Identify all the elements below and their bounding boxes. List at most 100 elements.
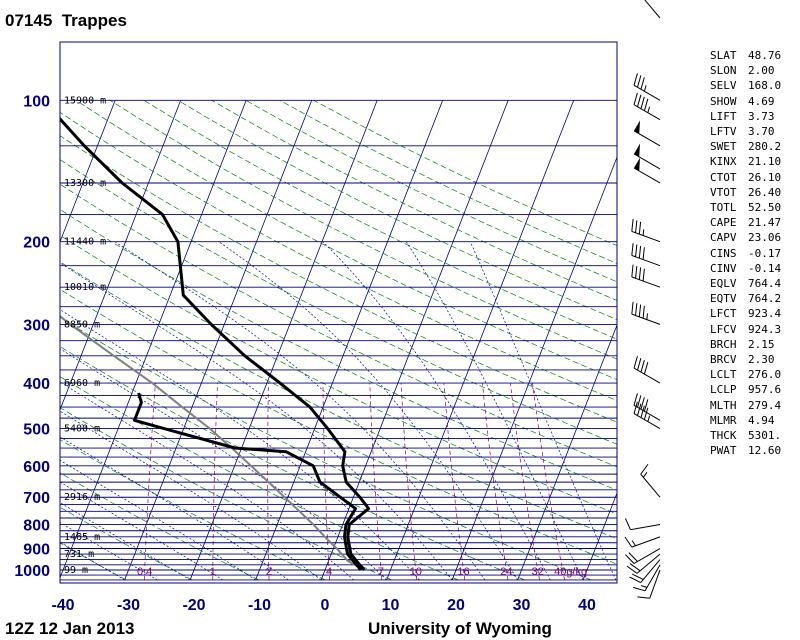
index-row: EQTV 764.2 bbox=[710, 291, 796, 306]
index-value: 168.0 bbox=[748, 79, 782, 93]
isotherm-line bbox=[189, 100, 378, 581]
moist-adiabat-line bbox=[60, 502, 191, 581]
index-value: 2.15 bbox=[748, 337, 775, 351]
index-key: MLTH bbox=[710, 398, 737, 412]
moist-adiabat-line bbox=[218, 241, 518, 581]
dry-adiabat-line bbox=[60, 407, 392, 581]
index-key: CTOT bbox=[710, 170, 737, 184]
index-key: LCLT bbox=[710, 368, 737, 382]
index-row: LFCV 924.3 bbox=[710, 322, 796, 337]
height-label: 15900 m bbox=[64, 95, 106, 106]
wind-barb bbox=[624, 518, 661, 531]
dry-adiabat-line bbox=[60, 261, 617, 540]
index-row: SHOW 4.69 bbox=[710, 94, 796, 109]
pressure-tick-label: 800 bbox=[23, 517, 50, 534]
index-key: KINX bbox=[710, 155, 737, 169]
mixing-ratio-label: 16 bbox=[457, 566, 469, 578]
index-value: 52.50 bbox=[748, 201, 782, 215]
isotherm-line bbox=[0, 100, 50, 580]
dry-adiabat-line bbox=[60, 135, 617, 423]
index-row: THCK 5301. bbox=[710, 428, 796, 443]
index-value: 4.94 bbox=[748, 413, 775, 427]
index-row: BRCV 2.30 bbox=[710, 352, 796, 367]
mixing-ratio-line bbox=[443, 383, 466, 581]
height-label: 731 m bbox=[64, 549, 94, 560]
isotherm-line bbox=[451, 156, 617, 581]
index-key: LFTV bbox=[710, 125, 737, 139]
temperature-tick-label: 10 bbox=[382, 597, 400, 614]
mixing-ratio-line bbox=[400, 383, 418, 581]
temperature-tick-label: -30 bbox=[117, 597, 140, 614]
moist-adiabat-line bbox=[322, 241, 551, 581]
dry-adiabat-line bbox=[143, 100, 617, 340]
index-value: -0.14 bbox=[748, 261, 782, 275]
isotherm-line bbox=[320, 100, 509, 581]
index-value: 764.2 bbox=[748, 292, 782, 306]
moist-adiabat-line bbox=[60, 410, 322, 581]
index-value: 280.2 bbox=[748, 140, 782, 154]
isotherm-line bbox=[60, 100, 116, 243]
index-row: MLTH 279.4 bbox=[710, 398, 796, 413]
index-key: LCLP bbox=[710, 383, 737, 397]
mixing-ratio-line bbox=[267, 383, 270, 580]
temperature-tick-label: -10 bbox=[248, 597, 271, 614]
wind-barb bbox=[633, 401, 661, 430]
mixing-ratio-line bbox=[212, 383, 218, 581]
height-label: 2916 m bbox=[64, 492, 100, 503]
mixing-ratio-line bbox=[481, 383, 509, 581]
index-value: 276.0 bbox=[748, 368, 782, 382]
index-value: 4.69 bbox=[748, 94, 775, 108]
mixing-ratio-label: 1 bbox=[210, 566, 216, 578]
index-key: CAPE bbox=[710, 216, 737, 230]
index-row: SELV 168.0 bbox=[710, 78, 796, 93]
index-row: SLAT 48.76 bbox=[710, 48, 796, 63]
index-value: 764.4 bbox=[748, 277, 782, 291]
dry-adiabat-line bbox=[60, 183, 617, 468]
height-label: 6960 m bbox=[64, 378, 100, 389]
height-label: 10010 m bbox=[64, 282, 106, 293]
dry-adiabat-line bbox=[60, 111, 617, 401]
isotherm-line bbox=[60, 100, 182, 411]
temperature-tick-label: 0 bbox=[321, 597, 330, 614]
index-value: 23.06 bbox=[748, 231, 782, 245]
mixing-ratio-line bbox=[369, 383, 383, 581]
mixing-ratio-line bbox=[510, 383, 540, 581]
dry-adiabat-line bbox=[60, 234, 617, 515]
temperature-tick-label: -20 bbox=[182, 597, 205, 614]
index-row: TOTL 52.50 bbox=[710, 200, 796, 215]
wind-barb bbox=[637, 569, 661, 599]
index-row: LFCT 923.4 bbox=[710, 306, 796, 321]
index-row: CINV -0.14 bbox=[710, 261, 796, 276]
dry-adiabat-line bbox=[177, 99, 617, 321]
index-value: 48.76 bbox=[748, 49, 782, 62]
index-key: EQLV bbox=[710, 277, 737, 291]
pressure-tick-label: 400 bbox=[23, 376, 50, 393]
stability-indices-panel: SLAT 48.76 SLON 2.00 SELV 168.0 SHOW 4.69 LIFT 3.… bbox=[710, 48, 796, 458]
dry-adiabat-line bbox=[211, 99, 617, 301]
dry-adiabat-line bbox=[60, 439, 326, 581]
temperature-tick-label: 20 bbox=[447, 597, 465, 614]
wind-barb bbox=[633, 120, 661, 147]
pressure-tick-label: 700 bbox=[23, 490, 50, 507]
mixing-ratio-line bbox=[532, 383, 565, 581]
index-value: -0.17 bbox=[748, 246, 782, 260]
index-key: BRCV bbox=[710, 353, 737, 367]
dry-adiabat-line bbox=[75, 100, 617, 381]
index-value: 26.40 bbox=[748, 185, 782, 199]
isotherm-line bbox=[582, 491, 617, 581]
mixing-ratio-label: 4 bbox=[326, 566, 332, 578]
index-key: BRCH bbox=[710, 337, 737, 351]
isotherm-line bbox=[517, 324, 617, 581]
index-key: LFCT bbox=[710, 307, 737, 321]
pressure-tick-label: 300 bbox=[23, 317, 50, 334]
temperature-tick-label: 40 bbox=[578, 597, 596, 614]
index-row: CTOT 26.10 bbox=[710, 170, 796, 185]
index-value: 21.10 bbox=[748, 155, 782, 169]
dry-adiabat-line bbox=[60, 346, 525, 581]
index-key: SLON bbox=[710, 64, 737, 78]
index-key: THCK bbox=[710, 429, 737, 443]
wind-barb bbox=[633, 157, 661, 184]
station-title: 07145 Trappes bbox=[5, 11, 127, 30]
isotherm-line bbox=[386, 100, 575, 581]
